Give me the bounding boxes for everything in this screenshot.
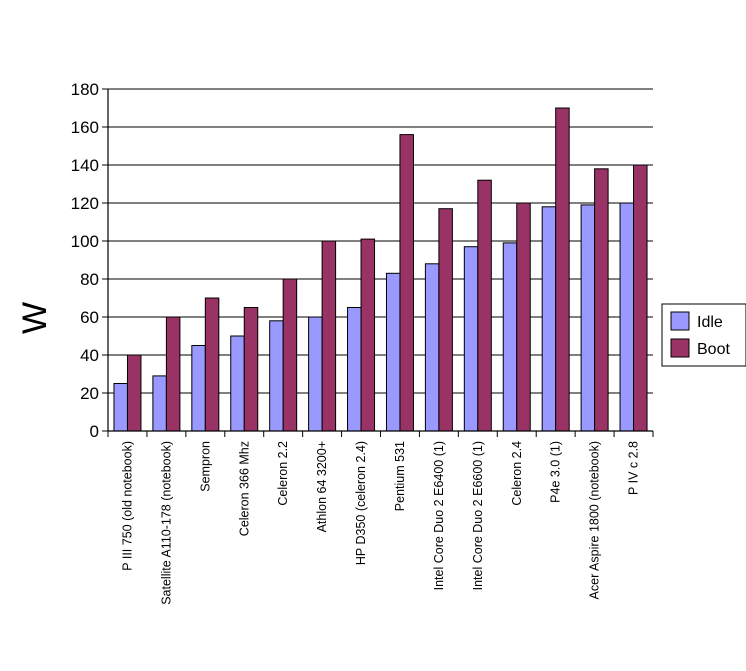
bar-idle — [308, 316, 323, 432]
y-tick-label: 100 — [71, 232, 99, 251]
bar-boot — [477, 179, 492, 432]
x-category-label: Acer Aspire 1800 (notebook) — [588, 441, 602, 599]
bar-boot — [594, 168, 609, 432]
x-category-label: Pentium 531 — [393, 441, 407, 511]
legend-swatch — [670, 338, 690, 358]
bar-boot — [399, 134, 414, 432]
y-tick-labels: 0 20 40 60 80 100 120 140 160 180 — [71, 80, 108, 441]
bars — [113, 107, 648, 432]
x-category-label: Celeron 366 Mhz — [237, 441, 251, 536]
x-category-label: Celeron 2.4 — [510, 441, 524, 506]
bar-idle — [463, 246, 479, 432]
bar-idle — [580, 204, 596, 432]
bar-boot — [360, 238, 376, 432]
x-category-label: Satellite A110-178 (notebook) — [159, 441, 173, 605]
y-tick-label: 120 — [71, 194, 99, 213]
y-tick-label: 0 — [90, 422, 99, 441]
gridlines — [108, 88, 653, 394]
y-tick-label: 160 — [71, 118, 99, 137]
bar-idle — [347, 307, 362, 432]
axes — [107, 89, 654, 437]
bar-idle — [619, 202, 635, 432]
y-tick-label: 140 — [71, 156, 99, 175]
y-tick-label: 60 — [80, 308, 99, 327]
bar-idle — [113, 383, 128, 432]
y-tick-label: 180 — [71, 80, 99, 99]
x-category-label: Celeron 2.2 — [276, 441, 290, 506]
bar-boot — [204, 297, 220, 432]
bar-boot — [243, 307, 259, 432]
y-tick-label: 80 — [80, 270, 99, 289]
x-category-label: Sempron — [198, 441, 212, 492]
bar-boot — [282, 278, 298, 432]
x-category-label: P III 750 (old notebook) — [120, 441, 134, 571]
bar-idle — [269, 320, 284, 432]
bar-idle — [424, 263, 440, 432]
bar-idle — [230, 335, 245, 432]
bar-idle — [191, 345, 206, 432]
bar-idle — [541, 206, 557, 432]
x-category-label: HP D350 (celeron 2.4) — [354, 441, 368, 565]
bar-boot — [555, 107, 570, 432]
bar-idle — [385, 272, 401, 432]
x-category-label: Athlon 64 3200+ — [315, 441, 329, 532]
bar-boot — [516, 202, 531, 432]
bar-boot — [438, 208, 453, 432]
legend: Idle Boot — [661, 303, 746, 367]
bar-idle — [502, 242, 518, 432]
legend-label: Boot — [697, 341, 730, 358]
bar-boot — [165, 316, 181, 432]
bar-boot — [321, 240, 337, 432]
bar-idle — [152, 375, 167, 432]
x-category-label: P IV c 2.8 — [627, 441, 641, 495]
y-axis-label: W — [16, 302, 54, 334]
bar-boot — [633, 164, 648, 432]
x-category-labels: P III 750 (old notebook) Satellite A110-1… — [120, 441, 640, 605]
x-category-label: Intel Core Duo 2 E6600 (1) — [471, 441, 485, 590]
y-tick-label: 40 — [80, 346, 99, 365]
bar-boot — [126, 354, 142, 432]
y-tick-label: 20 — [80, 384, 99, 403]
legend-label: Idle — [697, 314, 723, 331]
legend-swatch — [670, 311, 690, 331]
x-category-label: Intel Core Duo 2 E6400 (1) — [432, 441, 446, 590]
x-category-label: P4e 3.0 (1) — [549, 441, 563, 503]
